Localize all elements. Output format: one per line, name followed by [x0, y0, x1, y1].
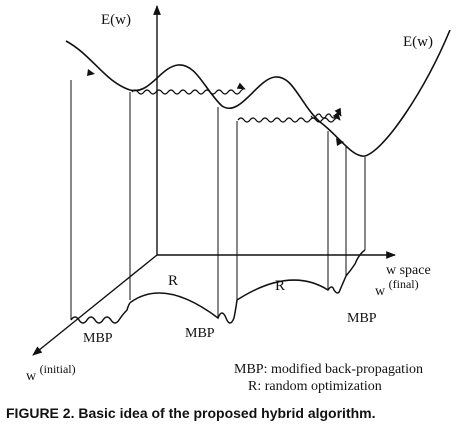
w-depth-axis	[32, 254, 158, 356]
random-jump-1	[131, 82, 246, 95]
w-space-label: w space	[386, 263, 431, 278]
random-jump-3	[310, 107, 342, 119]
legend-mbp: MBP: modified back-propagation	[234, 362, 423, 377]
w-initial-superscript: (initial)	[40, 362, 76, 376]
energy-curve	[65, 29, 451, 157]
weight-space-trajectory	[70, 249, 366, 324]
random-segment-label: R	[168, 273, 178, 289]
w-initial-label: w (initial)	[26, 362, 76, 384]
legend-random: R: random optimization	[248, 379, 382, 394]
figure-caption: FIGURE 2. Basic idea of the proposed hyb…	[6, 405, 376, 421]
w-initial-base: w	[26, 369, 37, 384]
w-final-label: w (final)	[375, 277, 419, 299]
mbp-segment-label: MBP	[347, 311, 377, 326]
random-segment-label: R	[275, 278, 285, 294]
energy-curve-label: E(w)	[403, 34, 433, 50]
w-final-base: w	[375, 284, 386, 299]
random-jump-2	[237, 111, 341, 123]
mbp-segment-label: MBP	[185, 326, 215, 341]
energy-axis-label: E(w)	[101, 12, 131, 28]
curve-direction-arrow-2	[336, 138, 344, 146]
mbp-segment-label: MBP	[83, 331, 113, 346]
w-final-superscript: (final)	[389, 277, 419, 291]
curve-direction-arrow-1	[87, 69, 95, 76]
